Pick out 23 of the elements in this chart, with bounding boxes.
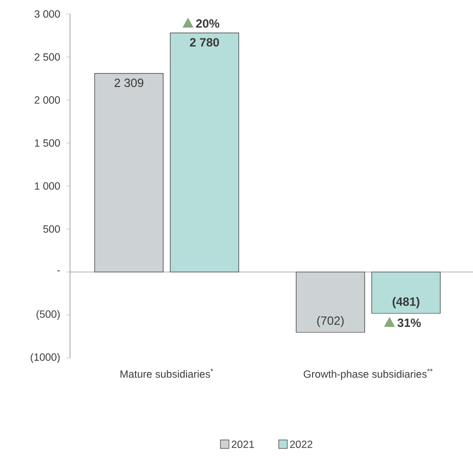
x-tick-label: Growth-phase subsidiaries$^{**}$ [304,368,433,380]
y-tick-label: 1 500 [34,139,60,147]
data-label: (481) [392,297,420,308]
bar [371,272,441,314]
legend-label: 2021 [232,440,254,448]
y-tick-label: - [57,270,60,272]
y-tick-label: 3 000 [34,10,60,18]
y-tick-label: (1000) [30,353,60,363]
annotation: 20% [196,19,220,28]
y-tick-label: (500) [36,310,60,320]
data-label: 2 780 [190,38,219,47]
y-tick-label: 1 000 [34,182,60,190]
y-tick-label: 2 000 [34,96,60,104]
x-tick-label: Mature subsidiaries$^{*}$ [120,368,214,378]
data-label: 2 309 [114,78,144,88]
annotation: 31% [397,318,421,328]
bar [296,272,365,333]
bar [170,32,240,272]
bar [94,73,164,272]
data-label: (702) [317,316,344,328]
y-tick-label: 500 [43,225,60,233]
legend-label: 2022 [290,440,312,448]
y-tick-label: 2 500 [34,53,60,61]
